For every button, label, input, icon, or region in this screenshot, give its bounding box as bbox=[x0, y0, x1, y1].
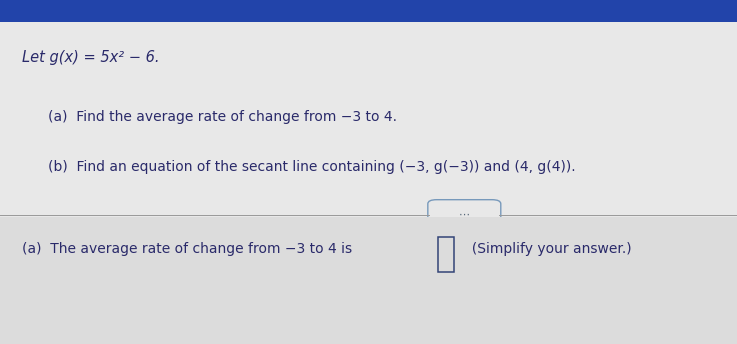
Text: (a)  Find the average rate of change from −3 to 4.: (a) Find the average rate of change from… bbox=[48, 110, 397, 124]
Bar bbox=[0, 0, 737, 22]
Text: (Simplify your answer.): (Simplify your answer.) bbox=[463, 243, 632, 256]
Bar bbox=[0, 217, 737, 344]
Text: ⋯: ⋯ bbox=[458, 210, 470, 220]
Text: (a)  The average rate of change from −3 to 4 is: (a) The average rate of change from −3 t… bbox=[22, 243, 352, 256]
Text: Let g(x) = 5x² − 6.: Let g(x) = 5x² − 6. bbox=[22, 50, 160, 65]
FancyBboxPatch shape bbox=[438, 237, 454, 272]
Text: (b)  Find an equation of the secant line containing (−3, g(−3)) and (4, g(4)).: (b) Find an equation of the secant line … bbox=[48, 160, 576, 174]
FancyBboxPatch shape bbox=[427, 200, 500, 230]
